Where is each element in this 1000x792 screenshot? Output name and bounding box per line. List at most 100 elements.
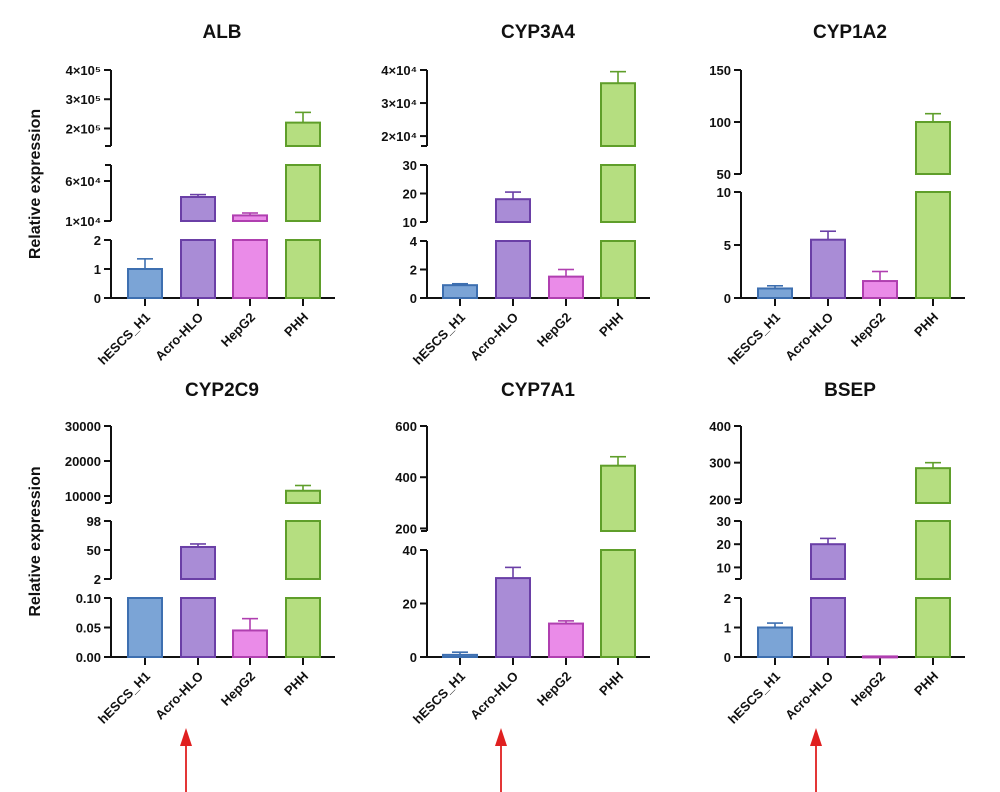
highlight-arrow-head <box>495 728 507 746</box>
bar-mark <box>915 467 951 504</box>
x-tick-label: HepG2 <box>534 669 574 709</box>
bar-acro-hlo <box>495 191 531 299</box>
chart-title: CYP1A2 <box>813 22 887 43</box>
bar-mark <box>548 275 584 299</box>
y-tick-label: 400 <box>395 470 417 485</box>
y-tick-label: 1×10⁴ <box>65 214 101 229</box>
bar-mark <box>285 121 321 148</box>
bar-mark <box>180 196 216 222</box>
bar-hepg2 <box>232 617 268 659</box>
bar-mark <box>600 164 636 223</box>
bar-mark <box>600 240 636 299</box>
y-tick-label: 3×10⁵ <box>66 92 101 107</box>
bar-hepg2 <box>548 268 584 299</box>
bar-hescs_h1 <box>127 597 163 658</box>
bar-mark <box>232 239 268 299</box>
x-tick-label: hESCS_H1 <box>95 669 153 727</box>
chart-title: ALB <box>202 22 241 43</box>
x-tick-label: Acro-HLO <box>467 310 521 364</box>
bar-phh <box>600 455 636 658</box>
bar-mark <box>600 82 636 147</box>
bar-hescs_h1 <box>442 282 478 299</box>
y-tick-label: 10 <box>403 215 417 230</box>
chart-title: CYP3A4 <box>501 22 575 43</box>
bar-phh <box>285 111 321 299</box>
y-tick-label: 0 <box>724 291 731 306</box>
chart-title: CYP2C9 <box>185 380 259 401</box>
bar-mark <box>232 629 268 659</box>
bar-hescs_h1 <box>127 258 163 299</box>
bar-hepg2 <box>862 270 898 300</box>
bar-mark <box>862 655 898 659</box>
bar-mark <box>810 543 846 581</box>
y-axis-label: Relative expression <box>27 109 44 259</box>
chart-title: CYP7A1 <box>501 380 575 401</box>
highlight-arrow-head <box>810 728 822 746</box>
bar-acro-hlo <box>495 566 531 659</box>
y-tick-label: 1 <box>94 262 101 277</box>
bar-acro-hlo <box>810 230 846 299</box>
y-tick-label: 200 <box>395 521 417 536</box>
bar-mark <box>810 597 846 658</box>
bar-mark <box>915 597 951 658</box>
y-tick-label: 20000 <box>65 454 101 469</box>
y-tick-label: 50 <box>717 167 731 182</box>
y-tick-label: 30 <box>403 158 417 173</box>
bar-phh <box>915 461 951 658</box>
bar-acro-hlo <box>180 193 216 299</box>
bar-acro-hlo <box>810 537 846 658</box>
y-tick-label: 20 <box>403 597 417 612</box>
y-tick-label: 50 <box>87 543 101 558</box>
x-tick-label: hESCS_H1 <box>410 669 468 727</box>
bar-mark <box>442 653 478 658</box>
x-tick-label: Acro-HLO <box>152 669 206 723</box>
y-tick-label: 2 <box>724 591 731 606</box>
x-tick-label: hESCS_H1 <box>410 310 468 368</box>
bar-mark <box>232 214 268 222</box>
x-tick-label: HepG2 <box>218 310 258 350</box>
x-tick-label: PHH <box>911 310 941 340</box>
bar-hescs_h1 <box>757 622 793 658</box>
bar-acro-hlo <box>180 543 216 658</box>
y-tick-label: 40 <box>403 543 417 558</box>
x-tick-label: HepG2 <box>848 669 888 709</box>
bar-phh <box>915 112 951 299</box>
y-tick-label: 0.10 <box>76 591 101 606</box>
y-tick-label: 300 <box>709 456 731 471</box>
y-tick-label: 98 <box>87 514 101 529</box>
bar-mark <box>180 545 216 581</box>
x-tick-label: PHH <box>596 669 626 699</box>
y-tick-label: 0 <box>724 650 731 665</box>
bar-hepg2 <box>548 620 584 658</box>
x-tick-label: hESCS_H1 <box>95 310 153 368</box>
chart-panel-cyp3a4: CYP3A4 0 2 4 10 20 30 2×10⁴ 3×10⁴ 4×10⁴ hESCS_H1Ac… <box>381 22 650 368</box>
bar-hepg2 <box>232 212 268 299</box>
bar-mark <box>127 597 163 658</box>
y-tick-label: 2×10⁴ <box>381 129 417 144</box>
bar-mark <box>285 164 321 222</box>
bar-mark <box>442 284 478 299</box>
x-tick-label: PHH <box>281 310 311 340</box>
x-tick-label: Acro-HLO <box>782 310 836 364</box>
bar-mark <box>915 121 951 175</box>
bar-mark <box>285 489 321 504</box>
y-tick-label: 2 <box>94 572 101 587</box>
y-tick-label: 150 <box>709 63 731 78</box>
y-tick-label: 5 <box>724 238 731 253</box>
y-axis-label: Relative expression <box>27 466 44 616</box>
y-tick-label: 4×10⁴ <box>381 63 417 78</box>
x-tick-label: HepG2 <box>218 669 258 709</box>
bar-hescs_h1 <box>442 651 478 658</box>
x-tick-label: HepG2 <box>848 310 888 350</box>
bar-mark <box>810 238 846 299</box>
bar-phh <box>285 484 321 658</box>
x-tick-label: HepG2 <box>534 310 574 350</box>
y-tick-label: 0.00 <box>76 650 101 665</box>
x-tick-label: PHH <box>911 669 941 699</box>
bar-mark <box>548 622 584 658</box>
bar-mark <box>180 597 216 658</box>
y-tick-label: 20 <box>717 537 731 552</box>
